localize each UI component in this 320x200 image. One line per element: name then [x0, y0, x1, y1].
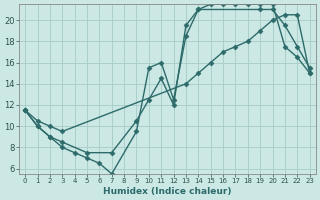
X-axis label: Humidex (Indice chaleur): Humidex (Indice chaleur): [103, 187, 232, 196]
